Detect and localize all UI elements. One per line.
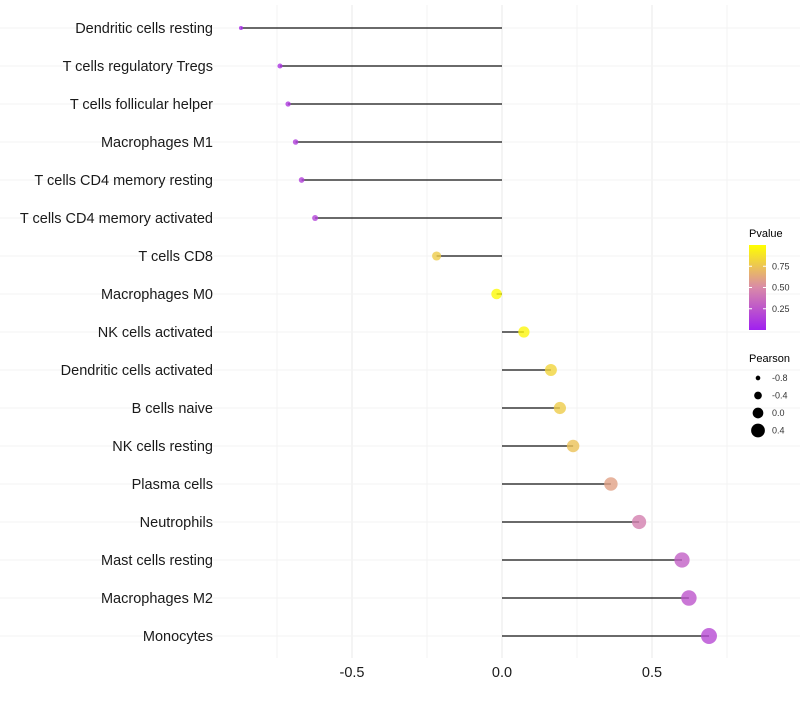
lollipop-point: [298, 177, 305, 183]
lollipop-point: [553, 401, 566, 415]
lollipop-point: [277, 63, 283, 69]
lollipop-point: [604, 477, 618, 491]
category-label: T cells CD4 memory activated: [20, 211, 213, 227]
lollipop-point: [285, 101, 291, 107]
lollipop-point: [432, 251, 442, 261]
size-legend-label: -0.4: [772, 391, 788, 401]
colorbar-tick-label: 0.25: [772, 304, 790, 314]
category-label: Macrophages M2: [101, 591, 213, 607]
category-label: Macrophages M1: [101, 135, 213, 151]
size-legend-label: -0.8: [772, 373, 788, 383]
category-label: NK cells activated: [98, 325, 213, 341]
lollipop-point: [632, 514, 647, 530]
lollipop-point: [701, 628, 717, 644]
lollipop-point: [292, 139, 299, 145]
lollipop-point: [518, 326, 530, 338]
category-label: Dendritic cells resting: [75, 21, 213, 37]
x-axis: -0.5 0.0 0.5: [340, 665, 663, 681]
size-legend-label: 0.0: [772, 408, 785, 418]
size-legend-dot: [755, 375, 761, 381]
lollipop-point: [544, 364, 557, 376]
category-label: Macrophages M0: [101, 287, 213, 303]
size-legend-dot: [752, 407, 764, 419]
lollipop-point: [238, 25, 244, 31]
category-label: Mast cells resting: [101, 553, 213, 569]
category-label: T cells follicular helper: [70, 97, 213, 113]
pearson-legend-title: Pearson: [749, 353, 790, 365]
category-label: NK cells resting: [112, 439, 213, 455]
size-legend-label: 0.4: [772, 426, 785, 436]
category-label: B cells naive: [132, 401, 213, 417]
category-label: T cells CD8: [138, 249, 213, 265]
category-label: T cells regulatory Tregs: [63, 59, 213, 75]
pearson-legend: Pearson -0.8 -0.4 0.0 0.4: [749, 353, 790, 438]
colorbar-tick-label: 0.50: [772, 283, 790, 293]
lollipop-point: [681, 590, 697, 606]
lollipop-point: [566, 439, 580, 453]
category-label: Dendritic cells activated: [61, 363, 213, 379]
pvalue-legend: Pvalue 0.25 0.50 0.75: [749, 228, 790, 330]
lollipop-point: [491, 288, 502, 300]
category-label: Plasma cells: [132, 477, 213, 493]
rows: Dendritic cells resting T cells regulator…: [0, 21, 800, 645]
category-label: Monocytes: [143, 629, 213, 645]
lollipop-point: [312, 215, 319, 221]
pvalue-colorbar: [749, 245, 766, 330]
colorbar-tick-label: 0.75: [772, 261, 790, 271]
size-legend-dot: [754, 391, 762, 400]
size-legend-dot: [751, 423, 765, 438]
x-tick-label: 0.0: [492, 665, 512, 681]
pvalue-legend-title: Pvalue: [749, 228, 783, 240]
category-label: Neutrophils: [140, 515, 213, 531]
x-tick-label: -0.5: [340, 665, 365, 681]
x-tick-label: 0.5: [642, 665, 662, 681]
category-label: T cells CD4 memory resting: [34, 173, 213, 189]
lollipop-point: [674, 552, 690, 568]
